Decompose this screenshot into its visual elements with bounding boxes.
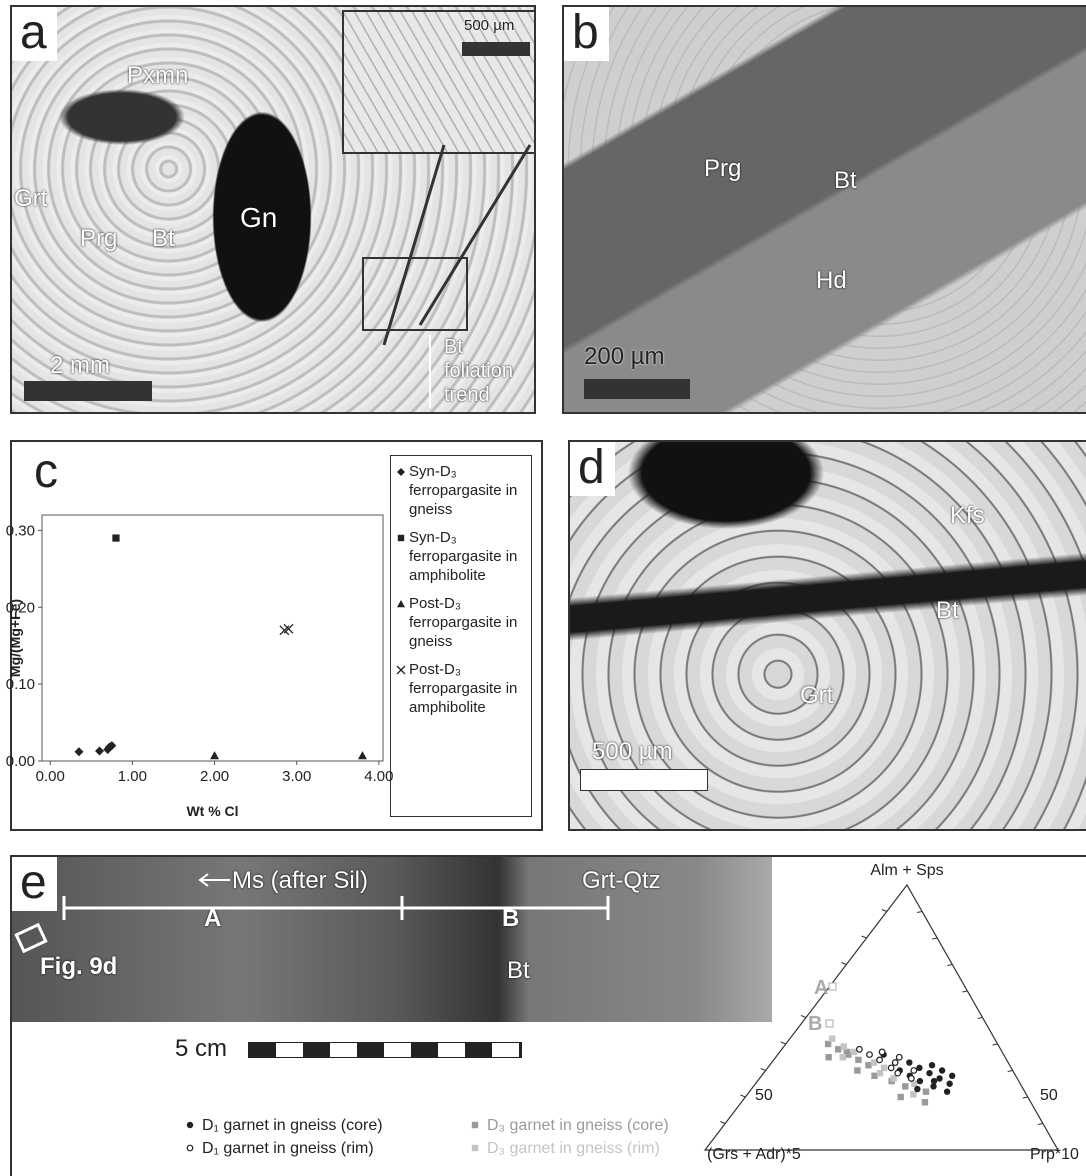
label: Prg [704, 155, 741, 183]
label: A [204, 905, 221, 933]
label: Pxmn [127, 62, 188, 90]
label: Grt-Qtz [582, 867, 661, 895]
label: 500 µm [464, 17, 514, 34]
legend-entry: Syn-D₃ ferropargasite in gneiss [395, 462, 527, 519]
legend-label: Post-D₃ ferropargasite in amphibolite [409, 660, 527, 717]
panel-letter: e [12, 857, 57, 911]
legend-marker [395, 664, 407, 676]
panel-e: e Ms (after Sil) A B Grt-Qtz Fig. 9d Bt … [10, 855, 1086, 1176]
label: Bt [834, 167, 857, 195]
label: 5 cm [175, 1035, 227, 1063]
legend-entry: Syn-D₃ ferropargasite in amphibolite [395, 528, 527, 585]
label: Bt [936, 597, 959, 625]
label: Bt foliation trend [444, 335, 534, 407]
panel-letter: b [564, 7, 609, 61]
panel-d: d Kfs Bt Grt 500 µm [568, 440, 1086, 831]
legend-entry: Post-D₃ ferropargasite in gneiss [395, 594, 527, 651]
panel-letter: a [12, 7, 57, 61]
panel-letter: c [26, 446, 68, 500]
figure: a Pxmn Grt Prg Bt Gn 500 µm 2 mm Bt foli… [0, 0, 1086, 1176]
scale-bar [248, 1042, 522, 1058]
scale-bar [24, 381, 152, 401]
label: B [502, 905, 519, 933]
legend-label: Post-D₃ ferropargasite in gneiss [409, 594, 527, 651]
label: Bt [152, 225, 175, 253]
label: Ms (after Sil) [232, 867, 368, 895]
marker [398, 535, 404, 541]
panel-b: b Prg Bt Hd 200 µm [562, 5, 1086, 414]
label: Fig. 9d [40, 953, 117, 981]
legend-marker [395, 532, 407, 544]
scale-bar [580, 769, 708, 791]
label: 200 µm [584, 343, 665, 371]
legend-entry: Post-D₃ ferropargasite in amphibolite [395, 660, 527, 717]
label: Bt [507, 957, 530, 985]
legend-marker [395, 598, 407, 610]
label: Grt [14, 185, 47, 213]
label: Hd [816, 267, 847, 295]
label: Kfs [950, 502, 985, 530]
label: Prg [80, 225, 117, 253]
panel-a: a Pxmn Grt Prg Bt Gn 500 µm 2 mm Bt foli… [10, 5, 536, 414]
label: Gn [240, 202, 277, 234]
scale-bar [462, 42, 530, 56]
marker [397, 666, 405, 674]
panel-letter: d [570, 442, 615, 496]
label: Grt [800, 682, 833, 710]
marker [397, 600, 405, 607]
legend-label: Syn-D₃ ferropargasite in gneiss [409, 462, 527, 519]
legend: Syn-D₃ ferropargasite in gneiss Syn-D₃ fe… [390, 455, 532, 817]
label: 2 mm [50, 352, 110, 380]
label: 500 µm [592, 738, 673, 766]
inset-box [362, 257, 468, 331]
legend-label: Syn-D₃ ferropargasite in amphibolite [409, 528, 527, 585]
marker [397, 468, 405, 476]
legend-marker [395, 466, 407, 478]
scale-bar [584, 379, 690, 399]
